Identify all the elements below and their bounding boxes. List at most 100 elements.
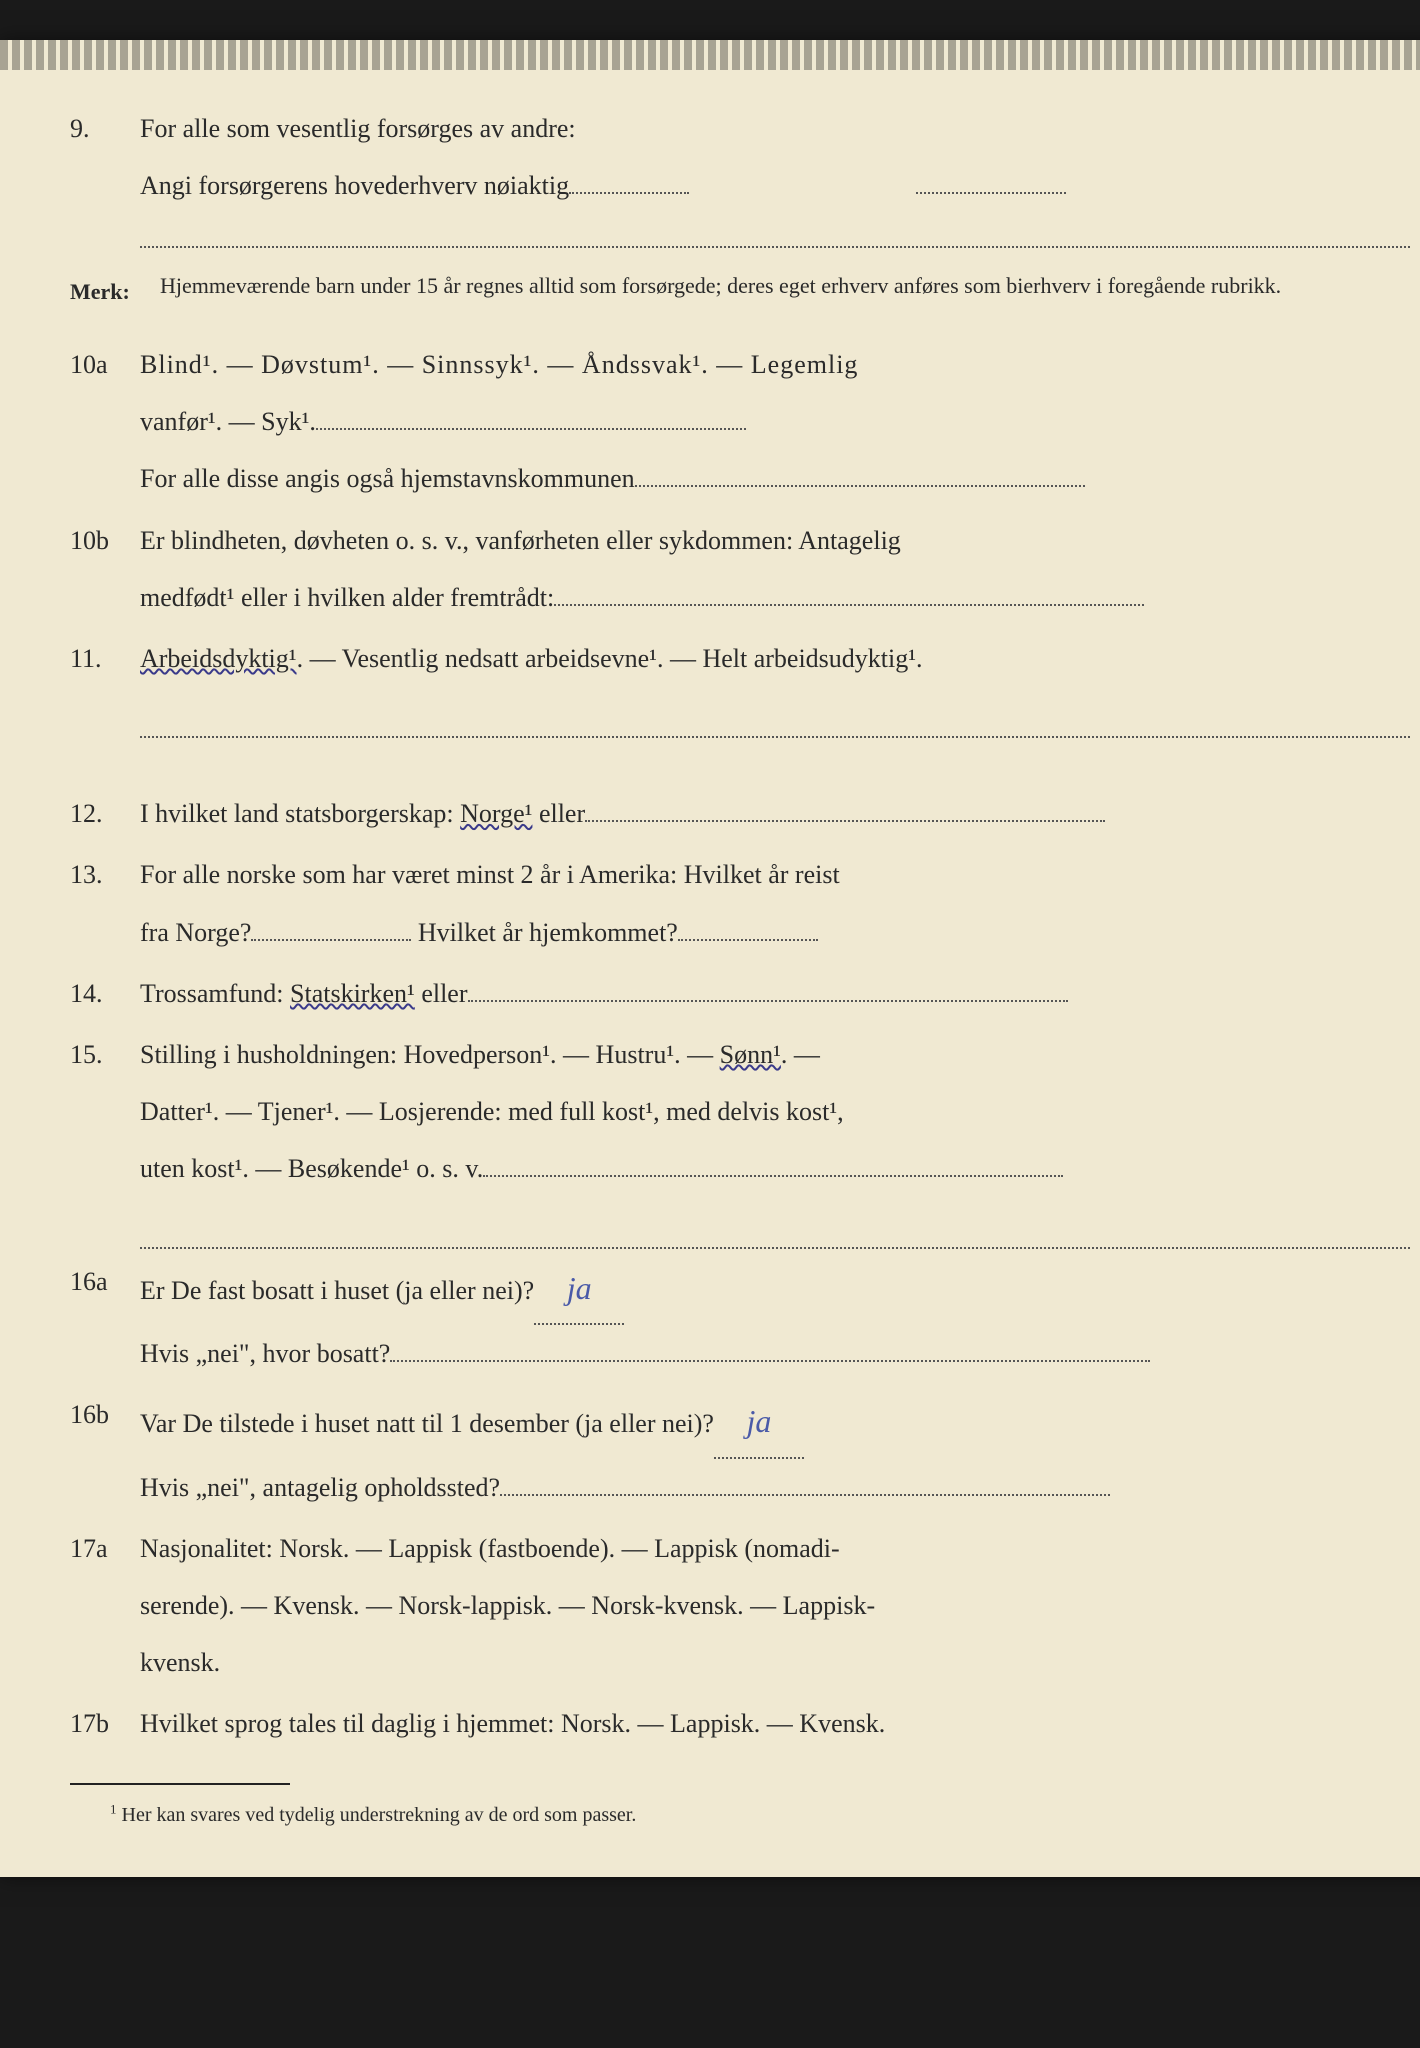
q16b-answer1[interactable]: ja xyxy=(714,1386,804,1458)
q14-underlined: Statskirken¹ xyxy=(290,979,415,1008)
q10a-body: Blind¹. — Døvstum¹. — Sinnssyk¹. — Åndss… xyxy=(140,336,1410,508)
q15-blank2[interactable] xyxy=(140,1216,1410,1249)
q16b-body: Var De tilstede i huset natt til 1 desem… xyxy=(140,1386,1410,1516)
q9-line1: For alle som vesentlig forsørges av andr… xyxy=(140,100,1410,157)
q13-number: 13. xyxy=(70,846,140,903)
question-14: 14. Trossamfund: Statskirken¹ eller xyxy=(70,965,1410,1022)
q14-body: Trossamfund: Statskirken¹ eller xyxy=(140,965,1410,1022)
q13-body: For alle norske som har været minst 2 år… xyxy=(140,846,1410,960)
q15-number: 15. xyxy=(70,1026,140,1083)
q10b-body: Er blindheten, døvheten o. s. v., vanfør… xyxy=(140,512,1410,626)
q10a-line1a: Blind¹. — Døvstum¹. — Sinnssyk¹. — Åndss… xyxy=(140,336,1410,393)
q10b-number: 10b xyxy=(70,512,140,569)
q10a-blank1[interactable] xyxy=(316,428,746,430)
q15-body: Stilling i husholdningen: Hovedperson¹. … xyxy=(140,1026,1410,1249)
q16a-blank[interactable] xyxy=(390,1360,1150,1362)
q16a-ans-text: ja xyxy=(567,1270,592,1306)
q12-text-b: eller xyxy=(532,799,585,828)
q16b-line1-wrap: Var De tilstede i huset natt til 1 desem… xyxy=(140,1386,1410,1458)
question-17b: 17b Hvilket sprog tales til daglig i hje… xyxy=(70,1695,1410,1752)
q16a-line2: Hvis „nei", hvor bosatt? xyxy=(140,1339,390,1368)
q14-text-b: eller xyxy=(415,979,468,1008)
q16a-number: 16a xyxy=(70,1253,140,1310)
q15-line2: Datter¹. — Tjener¹. — Losjerende: med fu… xyxy=(140,1083,1410,1140)
q16b-line2: Hvis „nei", antagelig opholdssted? xyxy=(140,1473,500,1502)
q16a-answer1[interactable]: ja xyxy=(534,1253,624,1325)
question-16b: 16b Var De tilstede i huset natt til 1 d… xyxy=(70,1386,1410,1516)
q15-line1-wrap: Stilling i husholdningen: Hovedperson¹. … xyxy=(140,1026,1410,1083)
merk-text: Hjemmeværende barn under 15 år regnes al… xyxy=(160,268,1410,303)
question-11: 11. Arbeidsdyktig¹. — Vesentlig nedsatt … xyxy=(70,630,1410,738)
q9-body: For alle som vesentlig forsørges av andr… xyxy=(140,100,1410,248)
q13-line2b: Hvilket år hjemkommet? xyxy=(418,918,678,947)
question-10b: 10b Er blindheten, døvheten o. s. v., va… xyxy=(70,512,1410,626)
q10a-number: 10a xyxy=(70,336,140,393)
q11-rest: . — Vesentlig nedsatt arbeidsevne¹. — He… xyxy=(297,644,923,673)
q10a-line1b-wrap: vanfør¹. — Syk¹. xyxy=(140,393,1410,450)
q17a-line1: Nasjonalitet: Norsk. — Lappisk (fastboen… xyxy=(140,1520,1410,1577)
q13-line2a: fra Norge? xyxy=(140,918,251,947)
q17a-number: 17a xyxy=(70,1520,140,1577)
q16a-line2-wrap: Hvis „nei", hvor bosatt? xyxy=(140,1325,1410,1382)
q12-underlined: Norge¹ xyxy=(460,799,532,828)
census-form-page: 9. For alle som vesentlig forsørges av a… xyxy=(0,40,1420,1877)
footnote: 1 Her kan svares ved tydelig understrekn… xyxy=(110,1793,1410,1837)
q14-number: 14. xyxy=(70,965,140,1022)
question-16a: 16a Er De fast bosatt i huset (ja eller … xyxy=(70,1253,1410,1383)
merk-label: Merk: xyxy=(70,268,160,316)
q12-blank[interactable] xyxy=(585,820,1105,822)
q15-line1a: Stilling i husholdningen: Hovedperson¹. … xyxy=(140,1040,720,1069)
question-17a: 17a Nasjonalitet: Norsk. — Lappisk (fast… xyxy=(70,1520,1410,1692)
q13-line1: For alle norske som har været minst 2 år… xyxy=(140,846,1410,903)
q16b-number: 16b xyxy=(70,1386,140,1443)
q9-blank3[interactable] xyxy=(140,214,1410,247)
q15-underlined: Sønn¹ xyxy=(720,1040,781,1069)
q15-line3-wrap: uten kost¹. — Besøkende¹ o. s. v. xyxy=(140,1140,1410,1197)
q9-line2-wrap: Angi forsørgerens hovederhverv nøiaktig xyxy=(140,157,1410,214)
q10b-line2-wrap: medfødt¹ eller i hvilken alder fremtrådt… xyxy=(140,569,1410,626)
q9-blank1[interactable] xyxy=(569,192,689,194)
q16b-line2-wrap: Hvis „nei", antagelig opholdssted? xyxy=(140,1459,1410,1516)
q16b-line1: Var De tilstede i huset natt til 1 desem… xyxy=(140,1409,714,1438)
question-15: 15. Stilling i husholdningen: Hovedperso… xyxy=(70,1026,1410,1249)
q11-blank[interactable] xyxy=(140,705,1410,738)
q16a-line1: Er De fast bosatt i huset (ja eller nei)… xyxy=(140,1276,534,1305)
q16b-blank[interactable] xyxy=(500,1494,1110,1496)
question-12: 12. I hvilket land statsborgerskap: Norg… xyxy=(70,785,1410,842)
question-9: 9. For alle som vesentlig forsørges av a… xyxy=(70,100,1410,248)
q10b-blank[interactable] xyxy=(554,604,1144,606)
q11-number: 11. xyxy=(70,630,140,687)
q10a-line1b: vanfør¹. — Syk¹. xyxy=(140,407,316,436)
q12-number: 12. xyxy=(70,785,140,842)
q12-text-a: I hvilket land statsborgerskap: xyxy=(140,799,460,828)
q13-blank1[interactable] xyxy=(251,939,411,941)
q12-body: I hvilket land statsborgerskap: Norge¹ e… xyxy=(140,785,1410,842)
q16a-body: Er De fast bosatt i huset (ja eller nei)… xyxy=(140,1253,1410,1383)
q16a-line1-wrap: Er De fast bosatt i huset (ja eller nei)… xyxy=(140,1253,1410,1325)
q10a-line2: For alle disse angis også hjemstavnskomm… xyxy=(140,464,635,493)
q15-blank[interactable] xyxy=(483,1175,1063,1177)
q14-text-a: Trossamfund: xyxy=(140,979,290,1008)
q9-blank2[interactable] xyxy=(916,192,1066,194)
q17b-body: Hvilket sprog tales til daglig i hjemmet… xyxy=(140,1695,1410,1752)
q10b-line2: medfødt¹ eller i hvilken alder fremtrådt… xyxy=(140,583,554,612)
q17a-line3: kvensk. xyxy=(140,1634,1410,1691)
q14-blank[interactable] xyxy=(468,1000,1068,1002)
q15-line1b: . — xyxy=(781,1040,820,1069)
q10b-line1: Er blindheten, døvheten o. s. v., vanfør… xyxy=(140,512,1410,569)
q9-line2: Angi forsørgerens hovederhverv nøiaktig xyxy=(140,171,569,200)
q17a-body: Nasjonalitet: Norsk. — Lappisk (fastboen… xyxy=(140,1520,1410,1692)
q13-line2-wrap: fra Norge? Hvilket år hjemkommet? xyxy=(140,904,1410,961)
q10a-blank2[interactable] xyxy=(635,485,1085,487)
merk-note: Merk: Hjemmeværende barn under 15 år reg… xyxy=(70,268,1410,316)
q11-underlined: Arbeidsdyktig¹ xyxy=(140,644,297,673)
question-10a: 10a Blind¹. — Døvstum¹. — Sinnssyk¹. — Å… xyxy=(70,336,1410,508)
q11-body: Arbeidsdyktig¹. — Vesentlig nedsatt arbe… xyxy=(140,630,1410,738)
q10a-line2-wrap: For alle disse angis også hjemstavnskomm… xyxy=(140,450,1410,507)
q15-line3: uten kost¹. — Besøkende¹ o. s. v. xyxy=(140,1154,483,1183)
footnote-sup: 1 xyxy=(110,1801,117,1816)
q13-blank2[interactable] xyxy=(678,939,818,941)
q16b-ans-text: ja xyxy=(747,1403,772,1439)
footnote-rule xyxy=(70,1783,290,1785)
footnote-text: Her kan svares ved tydelig understreknin… xyxy=(122,1804,637,1826)
